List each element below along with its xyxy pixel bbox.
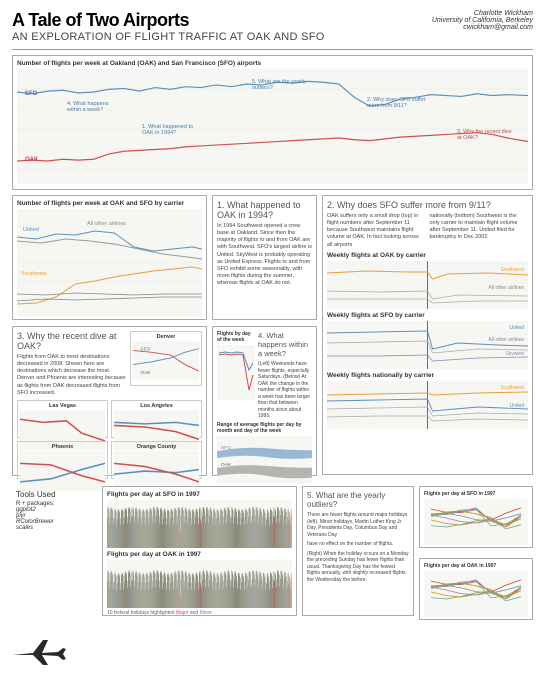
q2s1-sw: Southwest [501, 267, 524, 273]
q5-sfo-bars [107, 500, 292, 548]
q1-title: 1. What happened to OAK in 1994? [217, 200, 312, 220]
q3-oc-label: Orange County [114, 444, 199, 450]
q5-sub3-title: Flights per day at SFO in 1997 [424, 491, 528, 497]
carrier-united-label: United [23, 227, 39, 233]
q4-dow-chart [217, 345, 255, 400]
author-email: cwickham@gmail.com [432, 24, 533, 31]
q5-holidays-note: 10 federal holidays highlighted [107, 610, 175, 616]
q2s3-sw: Southwest [501, 385, 524, 391]
annot-q4: 4. What happens within a week? [67, 101, 117, 113]
row-4: Tools Used R + packages: ggplot2 plyr RC… [12, 486, 533, 625]
q4-text: (Left) Weekends have fewer flights, espe… [258, 361, 312, 420]
carrier-chart-panel: Number of flights per week at OAK and SF… [12, 195, 207, 320]
q3-denver-label: Denver [133, 334, 199, 340]
q2s2-sky: Skywest [505, 351, 524, 357]
annot-q5: 5. What are the yearly outliers? [252, 79, 307, 91]
q5-sub1-title: Flights per day at SFO in 1997 [107, 491, 292, 498]
q2-sub1-title: Weekly flights at OAK by carrier [327, 252, 528, 259]
q2-sub2-title: Weekly flights at SFO by carrier [327, 312, 528, 319]
q2-sub2-chart: United All other airlines Skywest [327, 321, 528, 369]
q3-phoenix-label: Phoenix [20, 444, 105, 450]
q3-la: Los Angeles [111, 400, 202, 438]
q5-text-top: There are fewer flights around major hol… [307, 512, 409, 538]
title-block: A Tale of Two Airports AN EXPLORATION OF… [12, 10, 325, 43]
q3-text: Flights from OAK to most destinations de… [17, 354, 127, 397]
q2s2-un: United [510, 325, 524, 331]
q5-text-mid: have no effect on the number of flights. [307, 541, 409, 548]
author-block: Charlotte Wickham University of Californ… [432, 10, 533, 43]
carrier-southwest-label: Southwest [21, 271, 47, 277]
q2-text-left: OAK suffers only a small drop (top) in f… [327, 213, 426, 249]
q2s3-un: United [510, 403, 524, 409]
q2-text-right: nationally (bottom) Southwest is the onl… [430, 213, 529, 249]
tools-title: Tools Used [16, 490, 93, 499]
carrier-chart: United All other airlines Southwest [17, 209, 202, 317]
tools-panel: Tools Used R + packages: ggplot2 plyr RC… [12, 486, 97, 535]
q5-oak-bars [107, 560, 292, 608]
q5-right-col: Flights per day at SFO in 1997 Flights p… [419, 486, 533, 625]
q3-oc: Orange County [111, 441, 202, 479]
q4-sub1-title: Flights by day of the week [217, 331, 255, 343]
q4-panel: Flights by day of the week 4. What happe… [212, 326, 317, 476]
author-name: Charlotte Wickham [432, 10, 533, 17]
q2s1-other: All other airlines [488, 285, 524, 291]
carrier-other-label: All other airlines [87, 221, 126, 227]
subtitle: AN EXPLORATION OF FLIGHT TRAFFIC AT OAK … [12, 31, 325, 43]
q3-vegas: Las Vegas [17, 400, 108, 438]
q2-sub3-title: Weekly flights nationally by carrier [327, 372, 528, 379]
header-rule [12, 49, 533, 50]
row-3: 3. Why the recent dive at OAK? Flights f… [12, 326, 318, 481]
annot-q1: 1. What happened to OAK in 1994? [142, 124, 202, 136]
svg-text:SFO: SFO [141, 346, 151, 351]
q5-major: Major [176, 610, 189, 616]
q2-sub3-chart: Southwest United [327, 381, 528, 429]
q3-la-label: Los Angeles [114, 403, 199, 409]
q4-title: 4. What happens within a week? [258, 331, 312, 358]
q2-title: 2. Why does SFO suffer more from 9/11? [327, 200, 528, 210]
svg-text:OAK: OAK [141, 370, 152, 375]
header: A Tale of Two Airports AN EXPLORATION OF… [12, 10, 533, 43]
oak-label: OAK [25, 157, 38, 163]
sfo-label: SFO [25, 91, 37, 97]
q1-panel: 1. What happened to OAK in 1994? In 1994… [212, 195, 317, 320]
q2-panel: 2. Why does SFO suffer more from 9/11? O… [322, 195, 533, 475]
tools-item-4: scales [16, 525, 93, 531]
main-title: A Tale of Two Airports [12, 10, 325, 31]
q5-oak-lines: Flights per day at OAK in 1997 [419, 558, 533, 620]
main-chart-title: Number of flights per week at Oakland (O… [17, 60, 528, 67]
annot-q2: 2. Why does SFO suffer more from 9/11? [367, 97, 437, 109]
main-chart-panel: Number of flights per week at Oakland (O… [12, 55, 533, 190]
q3-denver: Denver SFO OAK [130, 331, 202, 386]
q1-text: In 1994 Southwest opened a crew base at … [217, 223, 312, 287]
svg-text:OAK: OAK [221, 461, 232, 467]
q3-phoenix: Phoenix [17, 441, 108, 479]
q3-title: 3. Why the recent dive at OAK? [17, 331, 127, 351]
q5-text-bottom: (Right) When the holiday occurs on a Mon… [307, 551, 409, 584]
q3-vegas-label: Las Vegas [20, 403, 105, 409]
annot-q3: 3. Why the recent dive at OAK? [457, 129, 512, 141]
q5-text-panel: 5. What are the yearly outliers? There a… [302, 486, 414, 616]
q2s2-other: All other airlines [488, 337, 524, 343]
q4-sub2-title: Range of average flights per day by mont… [217, 422, 312, 434]
q5-minor: Minor [200, 610, 213, 616]
q5-title: 5. What are the yearly outliers? [307, 491, 409, 509]
airplane-icon [8, 625, 68, 670]
author-affil: University of California, Berkeley [432, 17, 533, 24]
q5-sfo-lines: Flights per day at SFO in 1997 [419, 486, 533, 548]
q5-bars-panel: Flights per day at SFO in 1997 Flights p… [102, 486, 297, 616]
q4-range-chart: SFO OAK [217, 436, 312, 484]
q3-panel: 3. Why the recent dive at OAK? Flights f… [12, 326, 207, 476]
svg-text:SFO: SFO [221, 445, 231, 451]
main-chart: SFO OAK 4. What happens within a week? 1… [17, 69, 528, 184]
carrier-chart-title: Number of flights per week at OAK and SF… [17, 200, 202, 207]
q5-sub2-title: Flights per day at OAK in 1997 [107, 551, 292, 558]
q5-sub4-title: Flights per day at OAK in 1997 [424, 563, 528, 569]
q2-sub1-chart: Southwest All other airlines [327, 261, 528, 309]
